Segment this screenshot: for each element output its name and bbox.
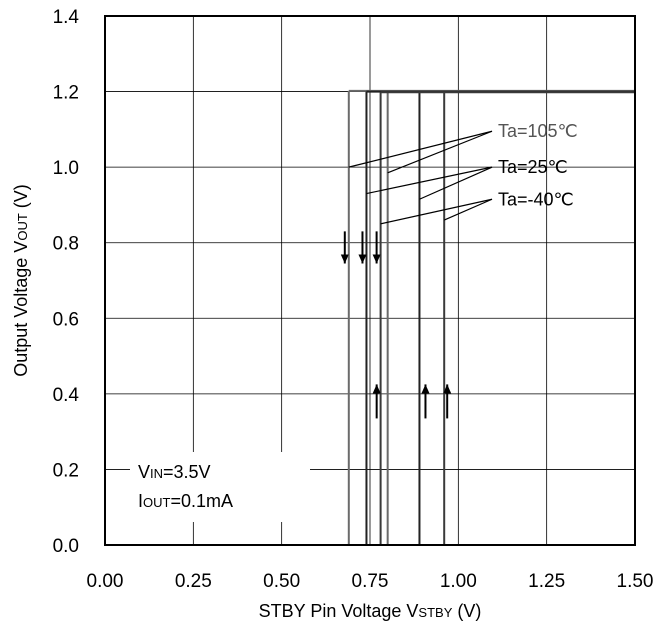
falling-arrow-head xyxy=(372,254,381,264)
y-axis-title: Output Voltage VOUT (V) xyxy=(11,184,31,377)
iout-condition: IOUT=0.1mA xyxy=(138,491,233,511)
y-tick-label: 1.0 xyxy=(53,158,79,179)
y-tick-label: 0.0 xyxy=(53,536,79,557)
y-tick-label: 0.4 xyxy=(53,385,80,406)
x-axis-title: STBY Pin Voltage VSTBY (V) xyxy=(259,601,482,621)
legend-label-minus40c: Ta=-40℃ xyxy=(498,189,574,209)
y-tick-label: 0.8 xyxy=(53,234,79,255)
conditions-background xyxy=(130,452,310,522)
plot-frame xyxy=(104,15,636,546)
leader-lines xyxy=(348,130,493,225)
rising-arrow-head xyxy=(421,384,430,394)
leader-line xyxy=(419,166,493,200)
leader-line xyxy=(443,198,493,221)
y-tick-label: 0.2 xyxy=(53,460,79,481)
vin-condition: VIN=3.5V xyxy=(138,462,211,482)
x-tick-label: 0.25 xyxy=(175,571,212,592)
x-tick-label: 0.75 xyxy=(352,571,389,592)
falling-arrow-head xyxy=(358,254,367,264)
legend: Ta=105℃ Ta=25℃ Ta=-40℃ xyxy=(498,121,578,209)
x-tick-label: 1.00 xyxy=(440,571,477,592)
tick-labels: 0.00 0.25 0.50 0.75 1.00 1.25 1.50 0.0 0.2 0.4 0.6… xyxy=(53,7,654,592)
leader-line xyxy=(380,198,493,225)
x-tick-label: 1.25 xyxy=(528,571,565,592)
y-tick-label: 1.2 xyxy=(53,83,79,104)
y-tick-label: 1.4 xyxy=(53,7,80,28)
legend-label-105c: Ta=105℃ xyxy=(498,121,578,141)
rising-arrow-head xyxy=(443,384,452,394)
hysteresis-arrows xyxy=(340,231,452,419)
x-tick-label: 1.50 xyxy=(617,571,654,592)
x-tick-label: 0.50 xyxy=(263,571,300,592)
leader-line xyxy=(387,130,493,174)
rising-arrow-head xyxy=(372,384,381,394)
y-tick-label: 0.6 xyxy=(53,309,79,330)
test-conditions: VIN=3.5V IOUT=0.1mA xyxy=(130,452,310,522)
leader-line xyxy=(348,130,493,168)
falling-arrow-head xyxy=(340,254,349,264)
leader-line xyxy=(366,166,493,195)
x-tick-label: 0.00 xyxy=(87,571,124,592)
series-layer xyxy=(347,89,635,545)
legend-label-25c: Ta=25℃ xyxy=(498,157,568,177)
